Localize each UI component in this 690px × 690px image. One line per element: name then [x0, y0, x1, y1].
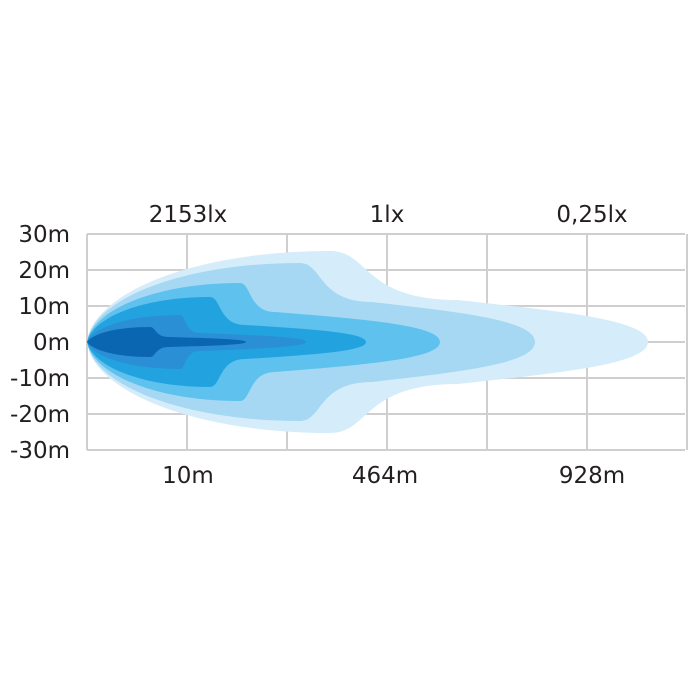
y-tick-label: -30m	[10, 438, 70, 464]
lux-label: 1lx	[370, 202, 405, 228]
y-tick-label: 0m	[33, 330, 70, 356]
y-tick-label: -10m	[10, 366, 70, 392]
x-tick-label: 928m	[559, 463, 625, 489]
lux-labels: 2153lx 1lx 0,25lx	[149, 202, 628, 228]
y-tick-label: 20m	[18, 258, 70, 284]
lux-label: 2153lx	[149, 202, 228, 228]
y-tick-label: 30m	[18, 222, 70, 248]
x-tick-label: 464m	[352, 463, 418, 489]
x-tick-label: 10m	[162, 463, 214, 489]
lux-label: 0,25lx	[556, 202, 627, 228]
x-axis-labels: 10m 464m 928m	[162, 463, 625, 489]
isolux-contours	[87, 251, 648, 433]
y-axis-labels: 30m 20m 10m 0m -10m -20m -30m	[10, 222, 70, 464]
y-tick-label: 10m	[18, 294, 70, 320]
isolux-contour	[87, 327, 246, 357]
y-tick-label: -20m	[10, 402, 70, 428]
